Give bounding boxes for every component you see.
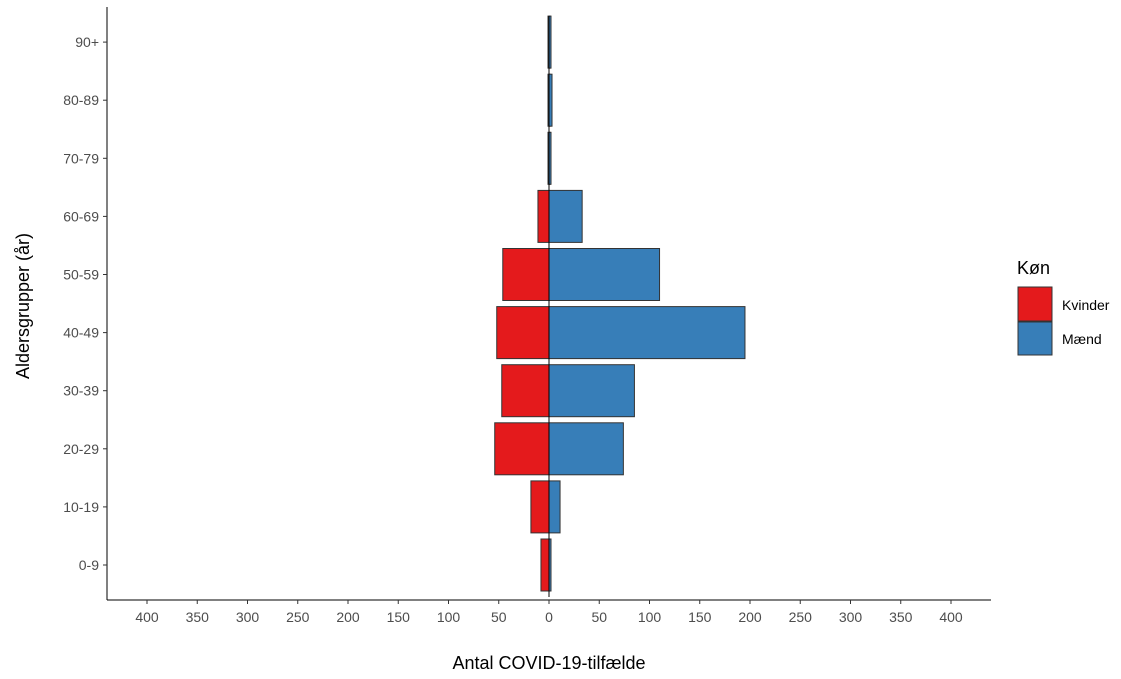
x-tick-label-4: 200 xyxy=(336,609,360,625)
x-tick-label-2: 300 xyxy=(236,609,260,625)
y-tick-label-70-79: 70-79 xyxy=(63,150,99,166)
y-tick-label-50-59: 50-59 xyxy=(63,267,99,283)
y-tick-label-60-69: 60-69 xyxy=(63,208,99,224)
bar-mnd-30-39 xyxy=(548,364,635,418)
legend-label-kvinder: Kvinder xyxy=(1062,297,1110,313)
x-tick-label-14: 300 xyxy=(839,609,863,625)
bar-kvinder-20-29 xyxy=(494,422,550,476)
y-tick-label-80-89: 80-89 xyxy=(63,92,99,108)
x-tick-label-13: 250 xyxy=(789,609,813,625)
legend-key-maend xyxy=(1017,321,1053,356)
x-tick-label-10: 100 xyxy=(638,609,662,625)
y-tick-label-20-29: 20-29 xyxy=(63,441,99,457)
y-tick-label-90plus: 90+ xyxy=(75,34,99,50)
x-tick-label-5: 150 xyxy=(387,609,411,625)
x-tick-label-12: 200 xyxy=(738,609,762,625)
bars-layer xyxy=(494,15,746,592)
bar-kvinder-0-9 xyxy=(540,538,550,592)
x-tick-label-15: 350 xyxy=(889,609,913,625)
bar-mnd-10-19 xyxy=(548,480,561,534)
bar-mnd-60-69 xyxy=(548,189,583,243)
y-tick-label-30-39: 30-39 xyxy=(63,383,99,399)
y-tick-label-40-49: 40-49 xyxy=(63,325,99,341)
bar-mnd-40-49 xyxy=(548,306,746,360)
bar-kvinder-40-49 xyxy=(496,306,550,360)
x-tick-label-3: 250 xyxy=(286,609,310,625)
bar-kvinder-10-19 xyxy=(530,480,550,534)
x-tick-label-16: 400 xyxy=(939,609,963,625)
x-tick-label-9: 50 xyxy=(591,609,607,625)
legend: Køn Kvinder Mænd xyxy=(1017,258,1110,356)
x-tick-label-7: 50 xyxy=(491,609,507,625)
bar-kvinder-50-59 xyxy=(502,248,550,301)
axes-layer: 0-9 10-19 20-29 30-39 40-49 50-59 60-69 70-79 80… xyxy=(63,7,991,625)
legend-key-kvinder xyxy=(1017,286,1053,322)
x-tick-label-11: 150 xyxy=(688,609,712,625)
x-tick-label-8: 0 xyxy=(545,609,553,625)
bar-kvinder-60-69 xyxy=(537,189,550,243)
y-tick-label-10-19: 10-19 xyxy=(63,499,99,515)
bar-mnd-20-29 xyxy=(548,422,624,476)
x-tick-label-0: 400 xyxy=(135,609,159,625)
y-axis-title: Aldersgrupper (år) xyxy=(13,233,33,379)
legend-title: Køn xyxy=(1017,258,1050,278)
bar-mnd-50-59 xyxy=(548,248,661,301)
legend-label-maend: Mænd xyxy=(1062,331,1102,347)
bar-kvinder-30-39 xyxy=(501,364,550,418)
y-tick-label-0-9: 0-9 xyxy=(79,557,99,573)
x-axis-title: Antal COVID-19-tilfælde xyxy=(452,653,645,673)
x-tick-label-6: 100 xyxy=(437,609,461,625)
x-tick-label-1: 350 xyxy=(186,609,210,625)
